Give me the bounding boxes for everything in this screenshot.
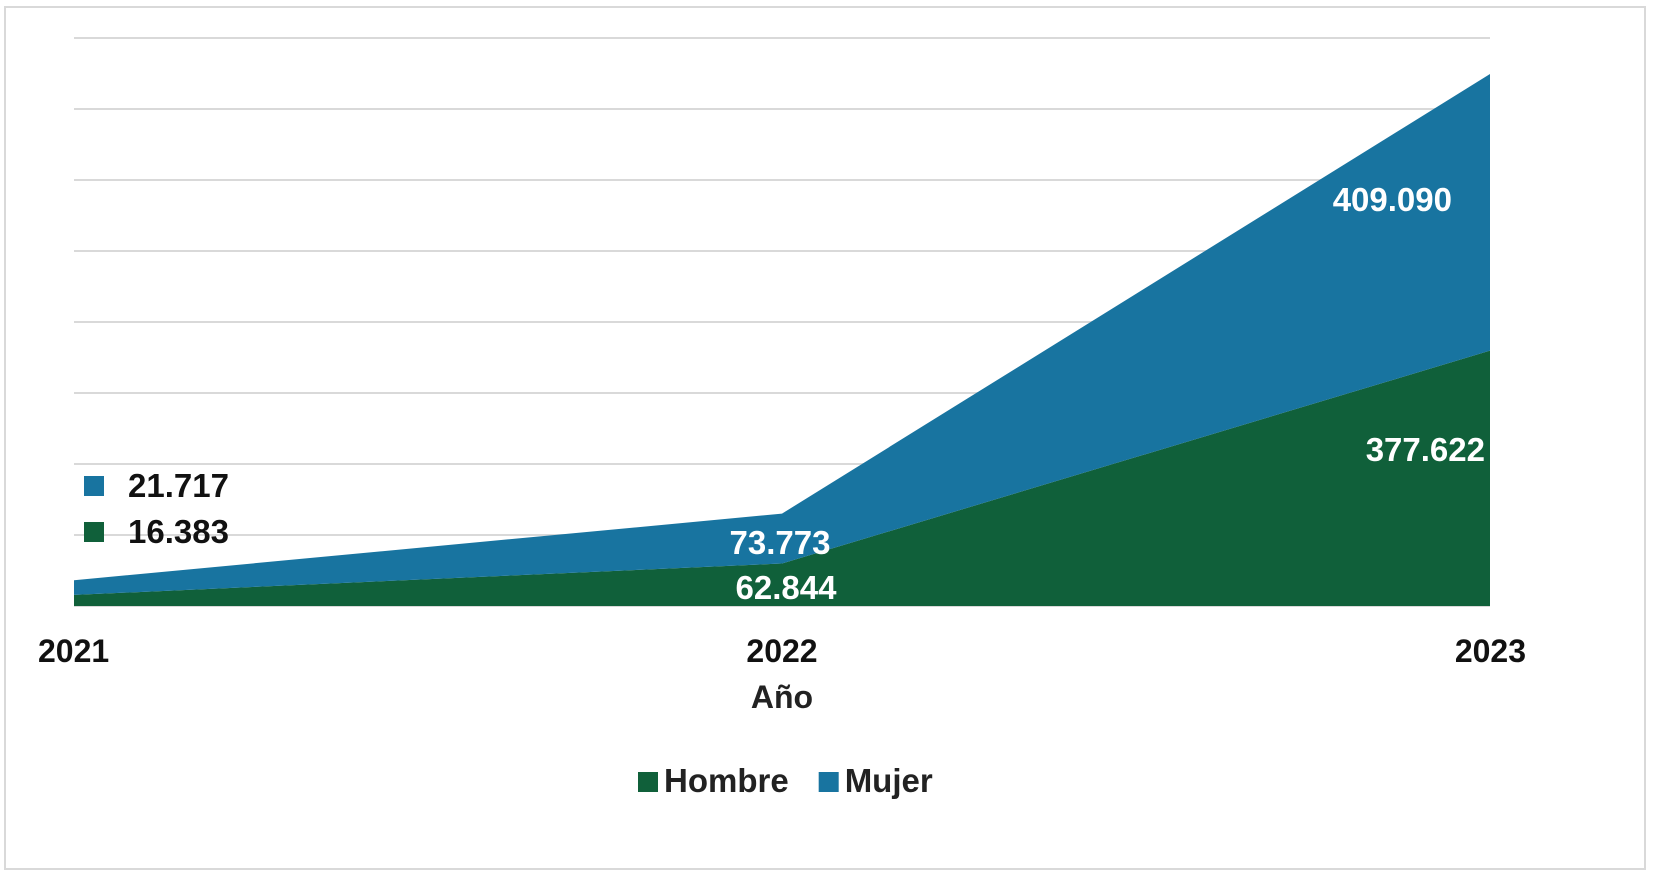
legend-swatch-mujer (818, 772, 839, 792)
area-chart: 2021 2022 2023 Año 21.717 16.383 73.773 62.84… (38, 37, 1526, 799)
area-series (74, 74, 1490, 606)
label-marker-mujer (84, 476, 104, 496)
area-mujer (74, 74, 1490, 595)
legend-swatch-hombre (638, 772, 658, 792)
data-label: 62.844 (736, 569, 838, 606)
legend-label-mujer: Mujer (845, 762, 933, 799)
data-label: 16.383 (128, 513, 229, 550)
x-axis: 2021 2022 2023 (38, 633, 1526, 669)
chart-frame: 2021 2022 2023 Año 21.717 16.383 73.773 62.84… (4, 6, 1646, 870)
x-tick-label: 2022 (746, 633, 817, 669)
data-label: 377.622 (1366, 431, 1485, 468)
data-label: 21.717 (128, 467, 229, 504)
x-axis-title: Año (751, 679, 813, 715)
area-hombre (74, 350, 1490, 606)
data-label: 73.773 (730, 524, 831, 561)
x-tick-label: 2023 (1455, 633, 1526, 669)
gridlines (74, 37, 1490, 607)
data-label: 409.090 (1333, 181, 1452, 218)
legend-label-hombre: Hombre (664, 762, 789, 799)
x-tick-label: 2021 (38, 633, 109, 669)
label-marker-hombre (84, 522, 104, 542)
legend: Hombre Mujer (638, 762, 933, 799)
data-labels: 21.717 16.383 73.773 62.844 409.090 377.622 (84, 181, 1485, 606)
